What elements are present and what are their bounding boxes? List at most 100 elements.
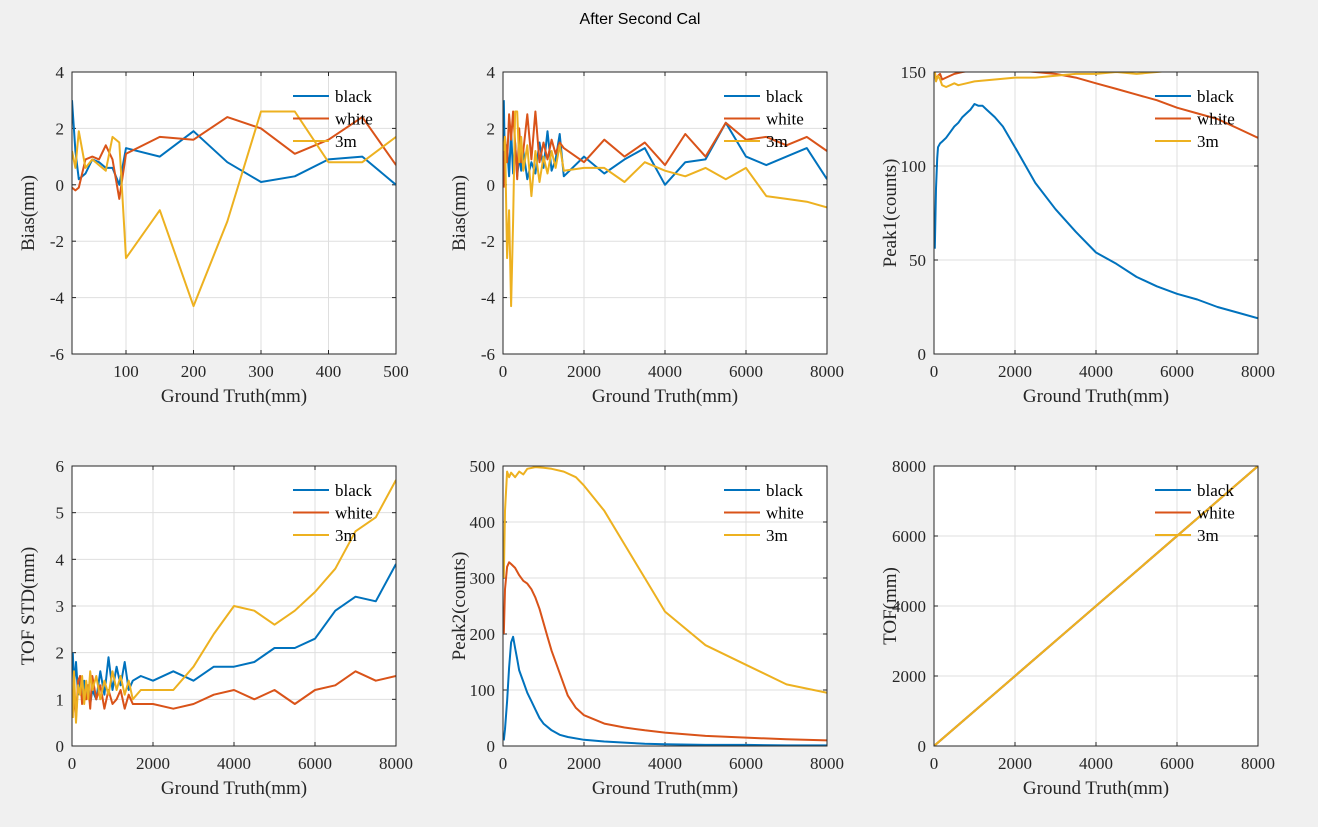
y-tick-label: 4 [487, 63, 496, 82]
y-tick-label: 200 [470, 625, 496, 644]
x-tick-label: 6000 [1160, 362, 1194, 381]
y-tick-label: -2 [50, 232, 64, 251]
series-line-black [503, 635, 827, 746]
x-tick-label: 6000 [1160, 754, 1194, 773]
series-group [503, 466, 827, 746]
x-tick-label: 8000 [379, 754, 413, 773]
axes-box [502, 71, 828, 355]
x-axis-label: Ground Truth(mm) [1023, 778, 1169, 799]
legend-label-black: black [335, 87, 372, 106]
y-axis-label: Peak2(counts) [449, 552, 470, 661]
axes-box [71, 465, 397, 747]
axes-peak1: 0 2000 4000 6000 8000 0 50 100 150 Ground Truth(m… [880, 63, 1275, 407]
legend: black white 3m [724, 87, 804, 151]
x-tick-label: 0 [499, 362, 508, 381]
y-axis-label: TOF STD(mm) [18, 547, 39, 665]
legend-label-white: white [335, 110, 373, 129]
x-tick-label: 6000 [729, 362, 763, 381]
legend-label-3m: 3m [1197, 132, 1219, 151]
x-tick-label: 300 [248, 362, 274, 381]
series-group [934, 466, 1258, 746]
series-line-3m [72, 110, 396, 308]
axes-bias-near: 100 200 300 400 500 -6 -4 -2 0 2 4 Ground Truth(mm)… [18, 63, 409, 407]
legend: black white 3m [1155, 87, 1235, 151]
y-tick-label: 300 [470, 569, 496, 588]
x-axis-label: Ground Truth(mm) [161, 386, 307, 407]
x-axis-label: Ground Truth(mm) [1023, 386, 1169, 407]
legend: black white 3m [293, 481, 373, 545]
y-tick-label: 4 [56, 63, 65, 82]
y-axis-label: Bias(mm) [18, 175, 39, 251]
y-tick-label: 2 [56, 119, 65, 138]
y-tick-label: 0 [918, 737, 927, 756]
y-tick-label: 0 [918, 345, 927, 364]
x-tick-label: 200 [181, 362, 207, 381]
y-tick-label: 400 [470, 513, 496, 532]
legend-label-3m: 3m [766, 526, 788, 545]
x-tick-label: 4000 [1079, 362, 1113, 381]
legend-label-black: black [1197, 481, 1234, 500]
y-tick-label: -6 [481, 345, 495, 364]
axes-box [933, 465, 1259, 747]
legend-label-white: white [1197, 504, 1235, 523]
y-tick-label: 0 [56, 176, 65, 195]
y-axis-label: Peak1(counts) [880, 159, 901, 268]
series-line-3m [72, 479, 396, 724]
legend-label-white: white [766, 110, 804, 129]
series-line-black [72, 100, 396, 186]
legend-label-3m: 3m [335, 132, 357, 151]
legend-label-3m: 3m [766, 132, 788, 151]
y-tick-label: 4 [56, 550, 65, 569]
axes-tof: 0 2000 4000 6000 8000 0 2000 4000 6000 8000 Ground… [880, 457, 1275, 799]
x-tick-label: 500 [383, 362, 409, 381]
legend-label-white: white [335, 504, 373, 523]
y-tick-label: 2 [487, 119, 496, 138]
axes-peak2: 0 2000 4000 6000 8000 0 100 200 300 400 500 Ground … [449, 457, 844, 799]
legend-label-black: black [335, 481, 372, 500]
y-tick-label: 0 [487, 176, 496, 195]
legend: black white 3m [1155, 481, 1235, 545]
x-tick-label: 4000 [217, 754, 251, 773]
y-tick-label: 50 [909, 251, 926, 270]
legend: black white 3m [293, 87, 373, 151]
x-tick-label: 4000 [648, 754, 682, 773]
legend: black white 3m [724, 481, 804, 545]
y-tick-label: 100 [901, 157, 927, 176]
x-tick-label: 8000 [1241, 362, 1275, 381]
x-axis-label: Ground Truth(mm) [161, 778, 307, 799]
x-tick-label: 0 [499, 754, 508, 773]
x-tick-label: 2000 [567, 362, 601, 381]
x-tick-label: 8000 [810, 754, 844, 773]
legend-label-white: white [1197, 110, 1235, 129]
y-tick-label: -6 [50, 345, 64, 364]
x-tick-label: 0 [68, 754, 77, 773]
legend-label-3m: 3m [1197, 526, 1219, 545]
series-group [72, 100, 396, 308]
legend-label-black: black [1197, 87, 1234, 106]
x-tick-label: 2000 [136, 754, 170, 773]
series-group [72, 479, 396, 724]
y-axis-label: Bias(mm) [449, 175, 470, 251]
series-line-white [503, 561, 827, 742]
y-axis-label: TOF(mm) [880, 567, 901, 645]
x-tick-label: 0 [930, 362, 939, 381]
axes-box [933, 71, 1259, 355]
y-tick-label: -4 [50, 289, 65, 308]
series-group [503, 100, 827, 308]
series-line-white [934, 72, 1258, 139]
x-tick-label: 6000 [298, 754, 332, 773]
x-tick-label: 0 [930, 754, 939, 773]
legend-label-3m: 3m [335, 526, 357, 545]
x-tick-label: 2000 [567, 754, 601, 773]
axes-box [71, 71, 397, 355]
x-tick-label: 4000 [1079, 754, 1113, 773]
y-tick-label: 6000 [892, 527, 926, 546]
x-tick-label: 8000 [810, 362, 844, 381]
x-tick-label: 2000 [998, 362, 1032, 381]
x-tick-label: 4000 [648, 362, 682, 381]
axes-tof-std: 0 2000 4000 6000 8000 0 1 2 3 4 5 6 Ground Truth(mm)… [18, 457, 413, 799]
y-tick-label: 2000 [892, 667, 926, 686]
figure-title: After Second Cal [580, 11, 701, 28]
axes-box [502, 465, 828, 747]
